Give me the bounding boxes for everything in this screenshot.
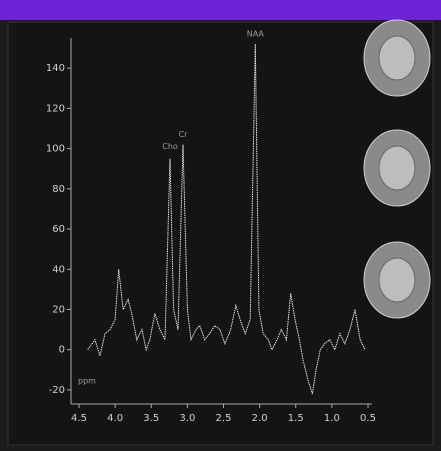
brain-detail [379,36,415,80]
y-tick-label: -20 [49,385,65,396]
x-axis-label: ppm [78,377,96,386]
brain-thumbnails [364,20,430,318]
peak-label: Cho [162,142,178,151]
x-tick-label: 1.5 [288,413,304,424]
peak-label: NAA [247,29,265,38]
y-tick-label: 140 [46,63,65,74]
y-tick-label: 60 [52,224,65,235]
y-tick-label: 120 [46,103,65,114]
x-tick-label: 3.5 [143,413,159,424]
peak-label: Cr [179,130,189,139]
screen: ppm 4.5 4.0 3.5 3.0 2.5 2.0 1.5 1.0 0.5 -20 0 20 40 6… [0,0,441,451]
brain-detail [379,146,415,190]
y-tick-label: 40 [52,264,65,275]
y-tick-label: 100 [46,144,65,155]
x-tick-label: 4.5 [71,413,87,424]
plot-panel [8,22,433,445]
x-tick-label: 3.0 [179,413,195,424]
y-tick-label: 80 [52,184,65,195]
x-tick-label: 4.0 [107,413,123,424]
y-tick-label: 0 [59,345,65,356]
x-tick-label: 1.0 [324,413,340,424]
x-tick-label: 0.5 [360,413,376,424]
brain-detail [379,258,415,302]
y-tick-label: 20 [52,304,65,315]
x-tick-label: 2.0 [252,413,268,424]
page: {"chart_data": {"type": "line", "x_label… [0,0,441,451]
x-tick-label: 2.5 [216,413,232,424]
title-bar [0,0,441,20]
